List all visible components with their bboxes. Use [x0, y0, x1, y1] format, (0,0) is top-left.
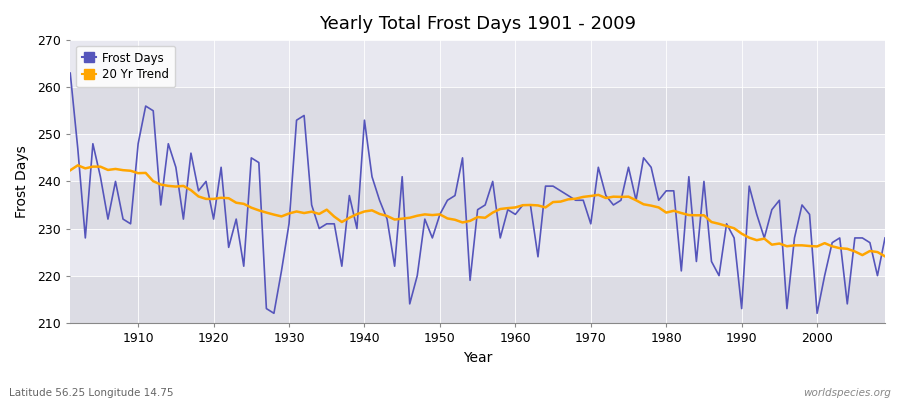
- Bar: [70, 87, 885, 134]
- Text: Latitude 56.25 Longitude 14.75: Latitude 56.25 Longitude 14.75: [9, 388, 174, 398]
- Legend: Frost Days, 20 Yr Trend: Frost Days, 20 Yr Trend: [76, 46, 175, 87]
- Bar: [70, 182, 885, 228]
- Text: worldspecies.org: worldspecies.org: [803, 388, 891, 398]
- Bar: [70, 40, 885, 87]
- Title: Yearly Total Frost Days 1901 - 2009: Yearly Total Frost Days 1901 - 2009: [320, 15, 636, 33]
- Bar: [70, 228, 885, 276]
- Bar: [70, 134, 885, 182]
- X-axis label: Year: Year: [463, 351, 492, 365]
- Bar: [70, 276, 885, 323]
- Y-axis label: Frost Days: Frost Days: [15, 145, 29, 218]
